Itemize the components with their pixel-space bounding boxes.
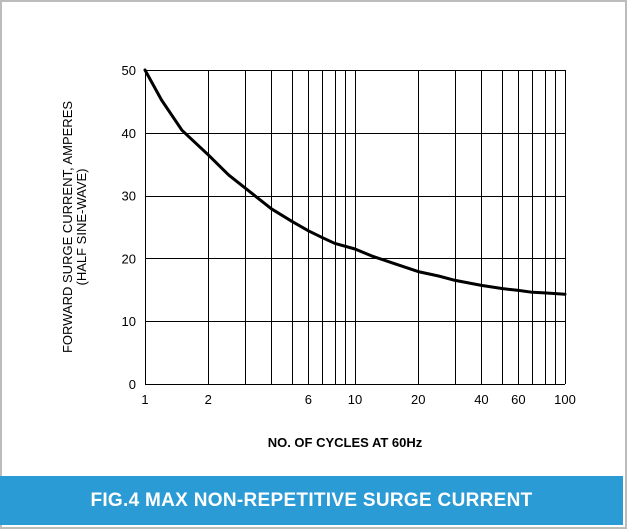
x-tick-label: 60 <box>511 392 525 407</box>
y-axis-label-line-2: (HALF SINE-WAVE) <box>74 168 89 285</box>
y-tick-label: 20 <box>122 251 136 266</box>
y-axis-label-line-1: FORWARD SURGE CURRENT, AMPERES <box>60 101 75 353</box>
x-tick-label: 2 <box>205 392 212 407</box>
y-tick-label: 40 <box>122 126 136 141</box>
x-tick-label: 100 <box>554 392 576 407</box>
x-tick-label: 1 <box>141 392 148 407</box>
figure-caption: FIG.4 MAX NON-REPETITIVE SURGE CURRENT <box>0 476 623 525</box>
caption-text: FIG.4 MAX NON-REPETITIVE SURGE CURRENT <box>90 489 533 511</box>
surge-curve <box>143 68 567 296</box>
y-tick-label: 50 <box>122 63 136 78</box>
y-tick-label: 0 <box>129 377 136 392</box>
grid-lines <box>145 70 566 385</box>
y-tick-label: 10 <box>122 314 136 329</box>
x-tick-label: 40 <box>474 392 488 407</box>
x-tick-label: 10 <box>348 392 362 407</box>
y-tick-label: 30 <box>122 189 136 204</box>
x-axis-label: NO. OF CYCLES AT 60Hz <box>268 435 423 450</box>
y-axis-label: FORWARD SURGE CURRENT, AMPERES(HALF SINE… <box>60 101 89 353</box>
x-tick-label: 6 <box>305 392 312 407</box>
x-tick-label: 20 <box>411 392 425 407</box>
